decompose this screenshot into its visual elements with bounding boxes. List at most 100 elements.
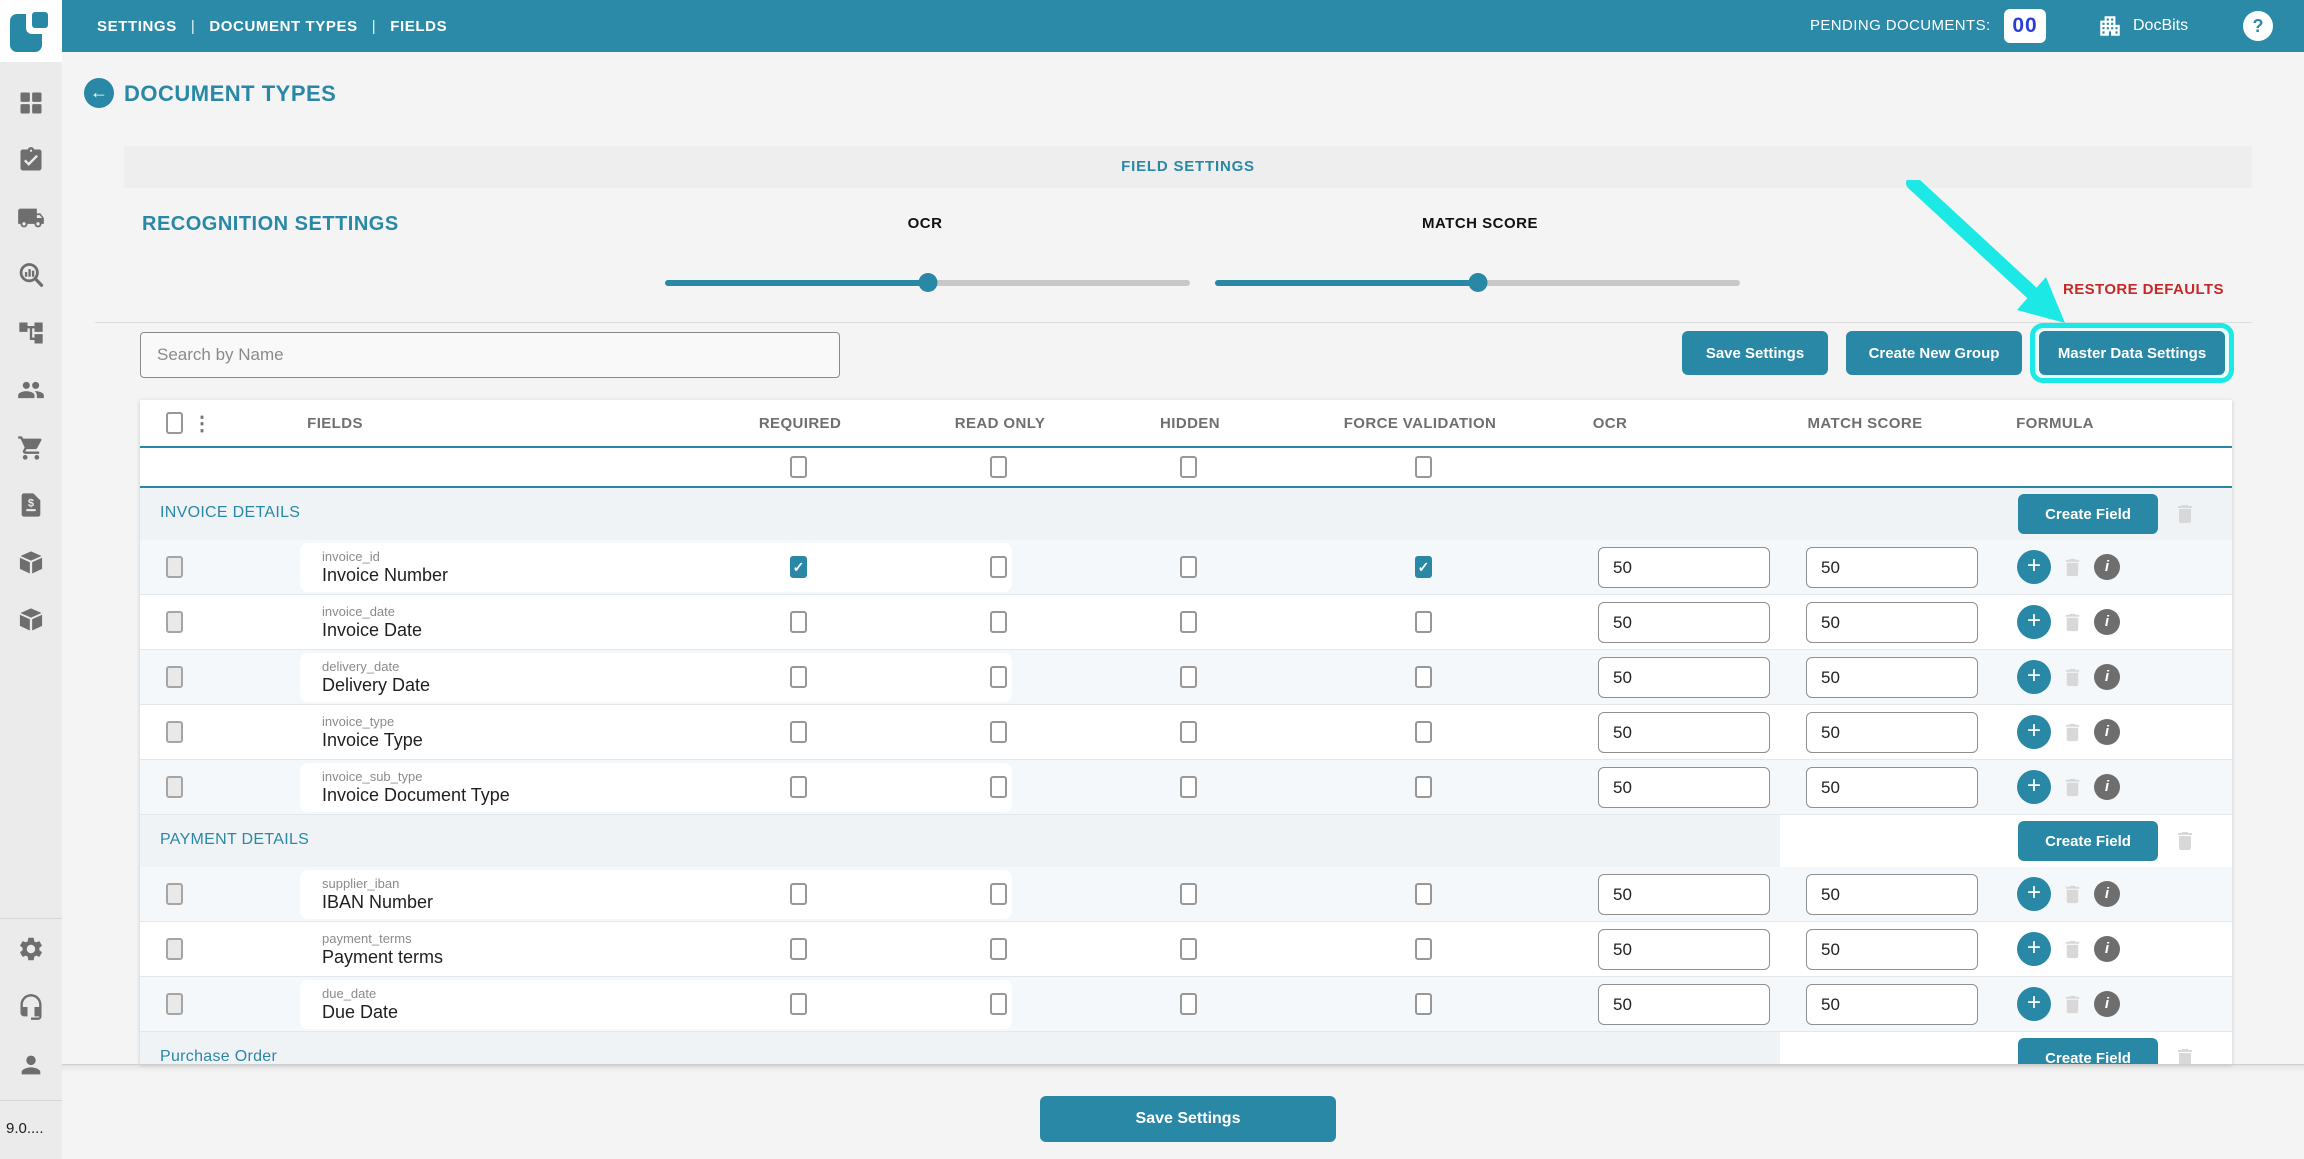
app-logo[interactable] [0,0,62,62]
ocr-input[interactable] [1598,602,1770,643]
nav-fields[interactable]: FIELDS [390,17,448,35]
filter-read-only-checkbox[interactable] [990,456,1007,478]
delete-icon[interactable] [2061,721,2084,744]
match-score-input[interactable] [1806,874,1978,915]
nav-document-types[interactable]: DOCUMENT TYPES [209,17,358,35]
settings-gear-icon[interactable] [17,935,45,963]
delete-icon[interactable] [2061,556,2084,579]
match-score-input[interactable] [1806,984,1978,1025]
hidden-checkbox[interactable] [1180,776,1197,798]
save-settings-button[interactable]: Save Settings [1682,331,1828,375]
delete-icon[interactable] [2061,776,2084,799]
ocr-input[interactable] [1598,547,1770,588]
filter-force-validation-checkbox[interactable] [1415,456,1432,478]
row-select-checkbox[interactable] [166,611,183,633]
nav-settings[interactable]: SETTINGS [97,17,177,35]
required-checkbox[interactable] [790,666,807,688]
delete-icon[interactable] [2061,611,2084,634]
read-only-checkbox[interactable] [990,611,1007,633]
info-icon[interactable]: i [2094,881,2120,907]
match-score-input[interactable] [1806,767,1978,808]
bottom-save-settings-button[interactable]: Save Settings [1040,1096,1336,1142]
ocr-input[interactable] [1598,767,1770,808]
row-select-checkbox[interactable] [166,556,183,578]
create-field-button[interactable]: Create Field [2018,1038,2158,1064]
back-button[interactable]: ← [84,78,114,108]
info-icon[interactable]: i [2094,554,2120,580]
delete-icon[interactable] [2173,1046,2197,1064]
required-checkbox[interactable] [790,721,807,743]
required-checkbox[interactable] [790,938,807,960]
create-field-button[interactable]: Create Field [2018,821,2158,861]
delete-icon[interactable] [2173,829,2197,853]
force-validation-checkbox[interactable] [1415,611,1432,633]
delete-icon[interactable] [2061,938,2084,961]
package-icon[interactable] [17,549,45,577]
info-icon[interactable]: i [2094,774,2120,800]
dashboard-icon[interactable] [17,89,45,117]
force-validation-checkbox[interactable] [1415,776,1432,798]
read-only-checkbox[interactable] [990,556,1007,578]
match-score-input[interactable] [1806,929,1978,970]
search-input[interactable] [140,332,840,378]
column-menu-icon[interactable]: ⋮ [192,413,212,435]
ocr-slider[interactable] [665,273,1190,292]
info-icon[interactable]: i [2094,664,2120,690]
hidden-checkbox[interactable] [1180,666,1197,688]
row-select-checkbox[interactable] [166,776,183,798]
ocr-input[interactable] [1598,657,1770,698]
filter-hidden-checkbox[interactable] [1180,456,1197,478]
required-checkbox[interactable] [790,883,807,905]
create-new-group-button[interactable]: Create New Group [1846,331,2022,375]
ocr-input[interactable] [1598,712,1770,753]
required-checkbox[interactable]: ✓ [790,556,807,578]
row-select-checkbox[interactable] [166,883,183,905]
match-score-slider[interactable] [1215,273,1740,292]
force-validation-checkbox[interactable] [1415,666,1432,688]
row-select-checkbox[interactable] [166,993,183,1015]
force-validation-checkbox[interactable] [1415,993,1432,1015]
shipping-truck-icon[interactable] [17,204,45,232]
ocr-input[interactable] [1598,929,1770,970]
row-select-checkbox[interactable] [166,938,183,960]
hidden-checkbox[interactable] [1180,611,1197,633]
hidden-checkbox[interactable] [1180,721,1197,743]
add-formula-button[interactable]: + [2017,715,2051,749]
users-icon[interactable] [17,376,45,404]
force-validation-checkbox[interactable] [1415,721,1432,743]
support-headset-icon[interactable] [17,993,45,1021]
add-formula-button[interactable]: + [2017,770,2051,804]
hidden-checkbox[interactable] [1180,938,1197,960]
hidden-checkbox[interactable] [1180,556,1197,578]
add-formula-button[interactable]: + [2017,660,2051,694]
help-icon[interactable]: ? [2243,11,2273,41]
read-only-checkbox[interactable] [990,938,1007,960]
info-icon[interactable]: i [2094,936,2120,962]
force-validation-checkbox[interactable] [1415,883,1432,905]
ocr-input[interactable] [1598,874,1770,915]
read-only-checkbox[interactable] [990,993,1007,1015]
filter-required-checkbox[interactable] [790,456,807,478]
package-alt-icon[interactable] [17,606,45,634]
shopping-cart-icon[interactable] [17,434,45,462]
select-all-checkbox[interactable] [166,412,183,434]
hidden-checkbox[interactable] [1180,993,1197,1015]
match-score-input[interactable] [1806,657,1978,698]
match-score-input[interactable] [1806,547,1978,588]
required-checkbox[interactable] [790,776,807,798]
info-icon[interactable]: i [2094,991,2120,1017]
analytics-search-icon[interactable] [17,261,45,289]
force-validation-checkbox[interactable]: ✓ [1415,556,1432,578]
create-field-button[interactable]: Create Field [2018,494,2158,534]
match-score-input[interactable] [1806,602,1978,643]
info-icon[interactable]: i [2094,609,2120,635]
add-formula-button[interactable]: + [2017,987,2051,1021]
info-icon[interactable]: i [2094,719,2120,745]
ocr-slider-thumb[interactable] [918,273,937,292]
hidden-checkbox[interactable] [1180,883,1197,905]
row-select-checkbox[interactable] [166,666,183,688]
delete-icon[interactable] [2061,883,2084,906]
add-formula-button[interactable]: + [2017,932,2051,966]
read-only-checkbox[interactable] [990,776,1007,798]
invoice-document-icon[interactable]: $ [17,491,45,519]
